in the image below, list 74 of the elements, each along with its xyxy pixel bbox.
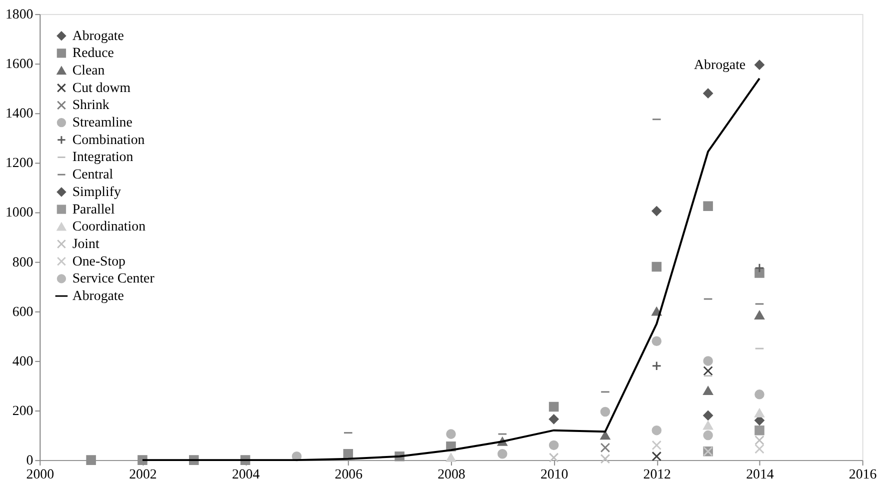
legend-label: Simplify [72,184,121,200]
x-tick-label: 2016 [848,467,877,482]
point [703,421,713,430]
y-tick-label: 1200 [5,156,34,172]
point [600,406,610,417]
point [343,448,354,459]
y-tick-label: 0 [26,454,34,469]
point [548,402,559,412]
point [498,448,508,459]
point [600,430,610,440]
legend-label: Abrogate [72,289,124,304]
legend-label: Coordination [72,220,146,235]
legend-label: Shrink [72,98,110,114]
x-tick-label: 2004 [232,467,260,482]
y-tick-label: 200 [12,404,34,419]
point [754,310,764,320]
legend-label: One-Stop [72,254,126,270]
point [600,454,610,464]
point [754,416,764,426]
legend-label: Service Center [72,272,155,287]
point [652,425,662,436]
point [548,414,559,424]
point [652,336,662,346]
point [754,268,764,278]
point [548,440,559,450]
legend-label: Clean [72,64,105,79]
point [754,408,764,418]
point [754,390,764,400]
point [754,435,764,446]
legend-label: Parallel [72,202,115,218]
point [652,451,662,462]
point [600,442,610,453]
point [548,452,559,462]
legend-label: Abrogate [72,28,124,44]
point [754,444,764,454]
y-tick-label: 800 [12,255,34,270]
x-tick-label: 2010 [540,467,568,482]
point [703,386,713,396]
point [86,455,96,465]
y-tick-label: 1800 [5,8,34,23]
point [703,201,713,211]
annotation: Abrogate [694,58,746,73]
x-tick-label: 2014 [746,467,774,482]
legend-label: Cut dowm [72,80,131,96]
point [703,410,713,420]
y-tick-label: 1600 [5,57,34,72]
x-tick-label: 2012 [643,467,672,482]
x-tick-label: 2002 [129,467,157,482]
point [652,262,662,272]
x-tick-label: 2006 [334,467,363,482]
point [703,88,713,98]
legend-label: Integration [72,150,134,166]
legend-label: Central [72,168,114,183]
point [703,366,713,376]
point [703,430,713,440]
point [703,356,713,366]
y-tick-label: 1000 [5,206,34,221]
y-tick-label: 400 [12,354,34,370]
point [446,429,456,439]
point [652,440,662,450]
x-tick-label: 2008 [438,467,466,482]
y-tick-label: 600 [12,304,34,320]
point [754,425,764,436]
legend-label: Reduce [72,46,114,62]
point [652,206,662,216]
point [754,263,764,273]
point [652,361,662,371]
legend-label: Combination [72,132,145,148]
x-tick-label: 2000 [26,467,54,482]
point [446,453,456,462]
legend-label: Joint [72,236,100,252]
legend-label: Streamline [72,116,132,131]
y-tick-label: 1400 [5,106,34,122]
point [754,60,764,70]
